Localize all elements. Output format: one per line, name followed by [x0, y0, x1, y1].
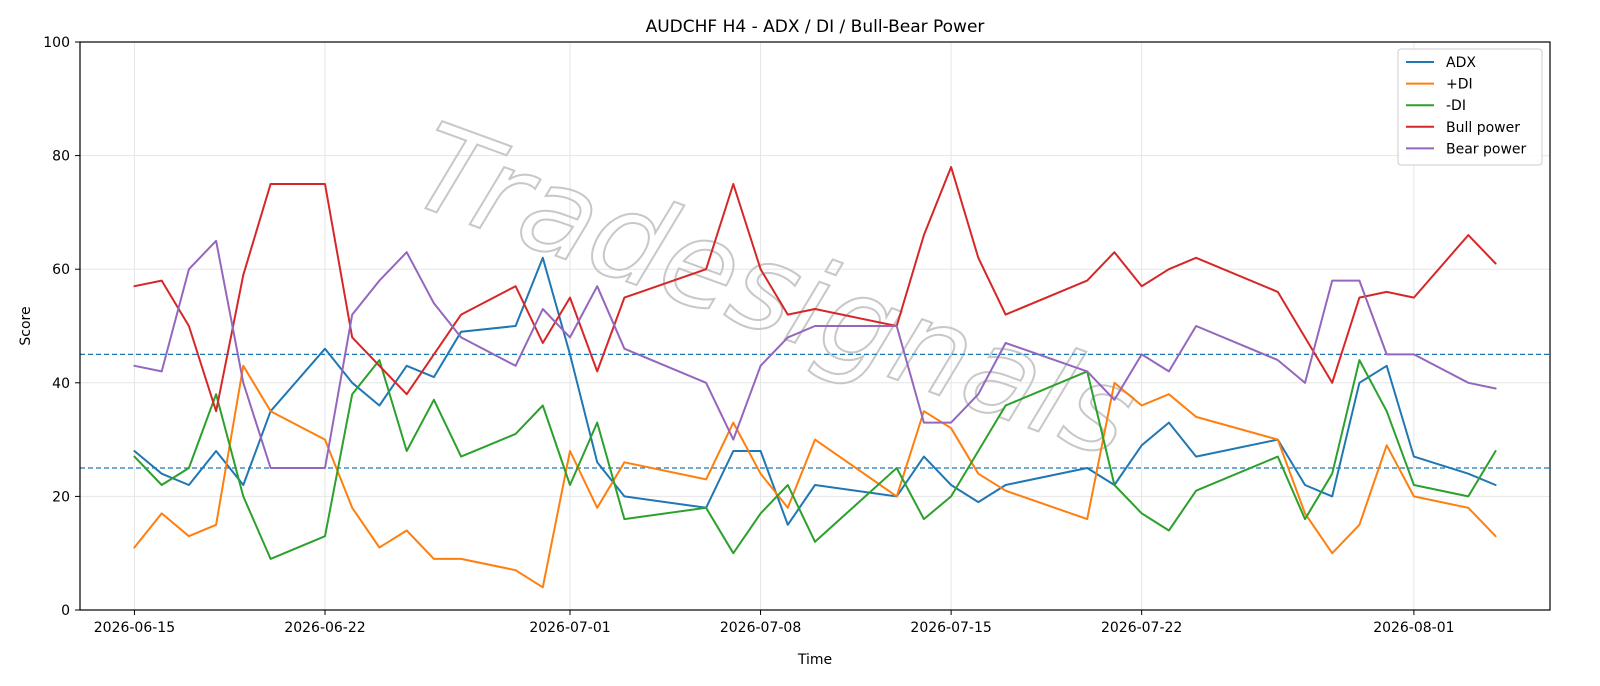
y-tick-label: 40: [52, 376, 70, 392]
x-tick-label: 2026-07-01: [529, 620, 610, 636]
y-tick-label: 0: [61, 603, 70, 619]
legend-label: +DI: [1446, 77, 1473, 93]
y-tick-label: 20: [52, 489, 70, 505]
series-line-bear-power: [133, 239, 1497, 469]
x-tick-label: 2026-07-15: [910, 620, 991, 636]
x-tick-label: 2026-06-15: [94, 620, 175, 636]
legend-label: Bull power: [1446, 120, 1520, 136]
legend-label: -DI: [1446, 98, 1466, 114]
y-axis-ticks: 0 20 40 60 80 100: [43, 35, 80, 619]
series-line-adx: [133, 256, 1497, 526]
x-tick-label: 2026-07-22: [1101, 620, 1182, 636]
chart-title: AUDCHF H4 - ADX / DI / Bull-Bear Power: [646, 17, 985, 37]
x-tick-label: 2026-06-22: [284, 620, 365, 636]
legend-label: ADX: [1446, 55, 1476, 71]
x-axis-ticks: 2026-06-15 2026-06-22 2026-07-01 2026-07-08…: [94, 610, 1455, 636]
series-line-di: [133, 359, 1497, 560]
legend: ADX +DI -DI Bull power Bear power: [1397, 48, 1543, 166]
series-lines: [133, 166, 1497, 589]
plot-frame: [79, 41, 1551, 611]
legend-label: Bear power: [1446, 141, 1527, 157]
y-tick-label: 100: [43, 35, 70, 51]
y-tick-label: 60: [52, 262, 70, 278]
legend-box: [1397, 48, 1543, 166]
y-tick-label: 80: [52, 149, 70, 165]
series-line-bull-power: [133, 166, 1497, 413]
grid: [80, 41, 1550, 611]
x-tick-label: 2026-08-01: [1373, 620, 1454, 636]
x-axis-label: Time: [797, 652, 832, 668]
x-tick-label: 2026-07-08: [720, 620, 801, 636]
series-line-di: [133, 364, 1497, 589]
y-axis-label: Score: [18, 306, 34, 345]
